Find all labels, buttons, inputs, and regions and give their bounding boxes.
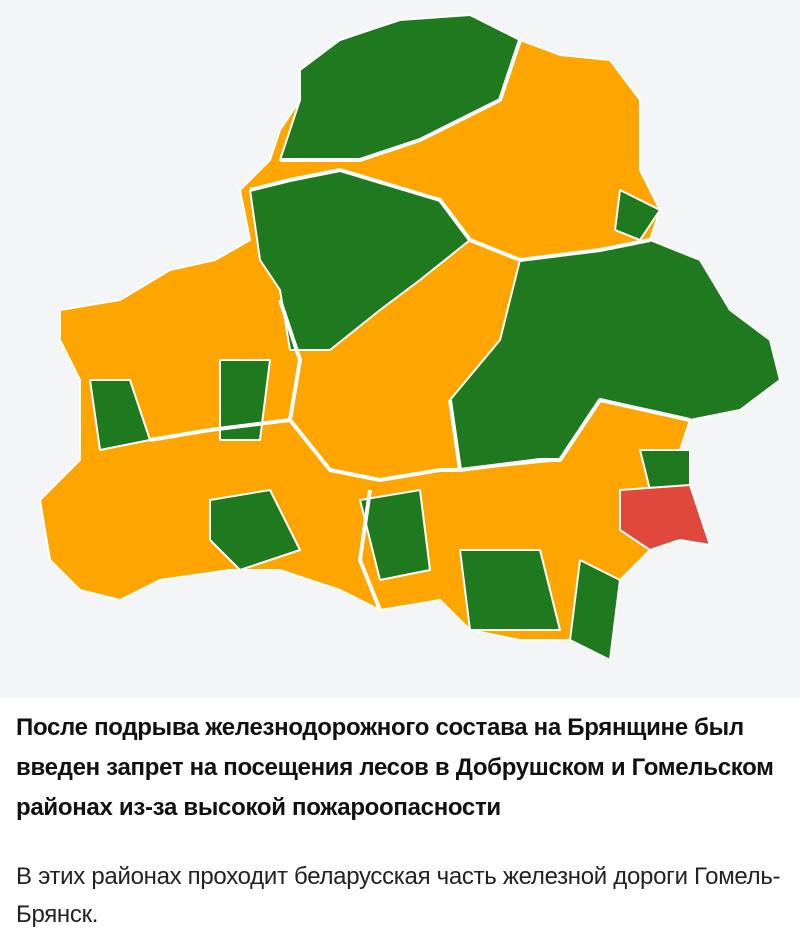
post-headline: После подрыва железнодорожного состава н… [16, 714, 774, 821]
map-image [0, 0, 800, 698]
region-red-dobrush-gomel [619, 484, 711, 551]
oblast-border [448, 398, 691, 472]
region-green-south [359, 489, 431, 581]
region-green-central [219, 359, 271, 441]
post-caption: После подрыва железнодорожного состава н… [0, 698, 800, 934]
oblast-border [249, 168, 651, 262]
oblast-borders [149, 39, 691, 611]
oblast-border [280, 39, 522, 162]
post-body: В этих районах проходит беларусская част… [16, 863, 781, 928]
region-green-southeast [459, 549, 561, 631]
region-green-southwest [209, 489, 301, 571]
oblast-border [149, 418, 291, 442]
oblast-border [358, 489, 382, 611]
region-green-gomel-east [639, 449, 691, 491]
belarus-fire-risk-map [39, 14, 781, 661]
oblast-border [278, 299, 460, 482]
region-green-south-border [569, 559, 621, 661]
